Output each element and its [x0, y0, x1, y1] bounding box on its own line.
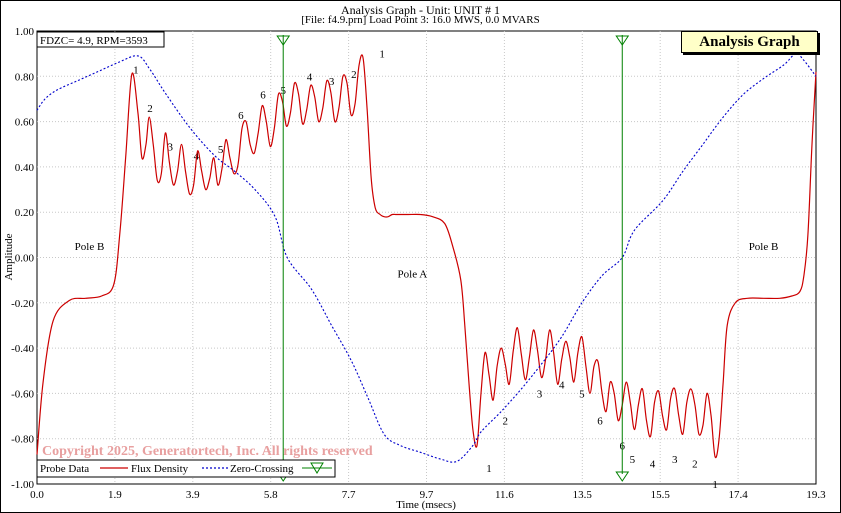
- series-zero-crossing: [36, 53, 817, 463]
- x-axis-label: Time (msecs): [396, 499, 456, 511]
- annotation-label: 3: [537, 388, 543, 400]
- annotation-label: 3: [329, 76, 335, 88]
- annotation-label: 2: [351, 69, 357, 81]
- copyright-text: Copyright 2025, Generatortech, Inc. All …: [42, 444, 373, 459]
- y-tick-label: 1.00: [15, 26, 35, 38]
- y-tick-label: -0.40: [11, 343, 34, 355]
- x-tick-label: 19.3: [806, 489, 826, 501]
- legend-marker-triangle-icon: [310, 462, 324, 474]
- plot-area: [36, 30, 817, 485]
- info-box-text: FDZC= 4.9, RPM=3593: [40, 35, 148, 47]
- annotation-label: 1: [486, 463, 492, 475]
- y-tick-label: 0.60: [15, 117, 35, 129]
- legend-zero-label: Zero-Crossing: [230, 463, 294, 475]
- series-flux-density: [36, 54, 817, 459]
- x-tick-label: 13.5: [573, 489, 593, 501]
- x-tick-label: 3.9: [186, 489, 200, 501]
- marker-triangle-bottom-icon: [615, 471, 630, 482]
- x-tick-label: 17.4: [728, 489, 748, 501]
- chart-subtitle: [File: f4.9.prn] Load Point 3: 16.0 MWS,…: [301, 14, 540, 26]
- annotation-label: Pole B: [749, 241, 779, 253]
- annotation-label: 1: [133, 65, 139, 77]
- annotation-label: Pole B: [75, 241, 105, 253]
- y-tick-label: 0.20: [15, 207, 35, 219]
- analysis-graph-tag: Analysis Graph: [681, 31, 818, 53]
- annotation-label: 5: [630, 454, 636, 466]
- x-tick-label: 5.8: [264, 489, 278, 501]
- annotation-label: 3: [672, 454, 678, 466]
- y-tick-label: -0.20: [11, 298, 34, 310]
- marker-triangle-top-icon: [276, 35, 291, 46]
- annotation-label: 6: [597, 416, 603, 428]
- annotation-label: 2: [147, 103, 153, 115]
- x-tick-label: 11.6: [495, 489, 514, 501]
- info-box: [36, 31, 165, 48]
- annotation-label: 3: [167, 142, 173, 154]
- x-axis-ticks: 0.0 1.9 3.9 5.8 7.7 9.7 11.6 13.5 15.5 17.4 19.3: [30, 489, 826, 501]
- annotation-label: 1: [712, 479, 718, 491]
- y-axis-ticks: 1.00 0.80 0.60 0.40 0.20 0.00 -0.20 -0.40 -0.60 -…: [11, 26, 34, 491]
- annotation-label: 6: [238, 110, 244, 122]
- grid: [37, 31, 816, 484]
- annotation-label: 4: [650, 459, 656, 471]
- chart-title: Analysis Graph - Unit: UNIT # 1: [340, 3, 501, 17]
- annotation-label: Pole A: [398, 268, 428, 280]
- y-tick-label: -0.60: [11, 388, 34, 400]
- legend-box: [36, 459, 336, 478]
- annotation-label: 5: [218, 144, 224, 156]
- y-tick-label: 0.00: [15, 253, 35, 265]
- annotation-label: 2: [502, 416, 508, 428]
- legend-flux-label: Flux Density: [131, 463, 189, 475]
- x-tick-label: 7.7: [342, 489, 356, 501]
- annotation-label: 4: [307, 71, 313, 83]
- y-tick-label: -1.00: [11, 479, 34, 491]
- annotation-label: 5: [579, 388, 585, 400]
- y-axis-label: Amplitude: [3, 233, 15, 280]
- annotation-label: 6: [260, 89, 266, 101]
- y-tick-label: -0.80: [11, 434, 34, 446]
- annotation-label: 1: [379, 49, 385, 61]
- annotation-label: 2: [692, 459, 698, 471]
- marker-triangle-top-icon: [615, 35, 630, 46]
- x-tick-label: 0.0: [30, 489, 44, 501]
- annotation-label: 4: [559, 379, 565, 391]
- x-tick-label: 1.9: [108, 489, 122, 501]
- series-layer: [36, 53, 817, 463]
- x-tick-label: 9.7: [420, 489, 434, 501]
- y-tick-label: 0.40: [15, 162, 35, 174]
- y-tick-label: 0.80: [15, 71, 35, 83]
- legend-title: Probe Data: [40, 463, 89, 475]
- x-tick-label: 15.5: [651, 489, 671, 501]
